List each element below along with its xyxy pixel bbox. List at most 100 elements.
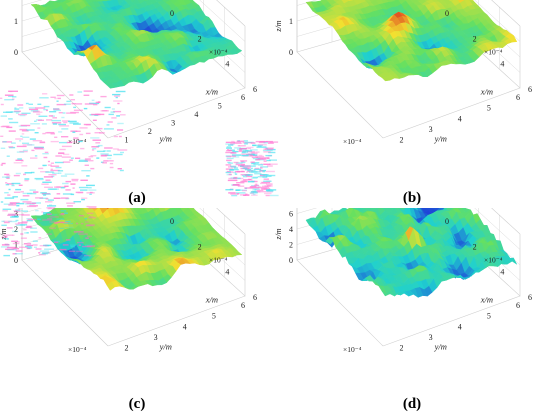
y-exponent-label: ×10⁻⁴ xyxy=(68,137,87,146)
x-tick-label: 2 xyxy=(198,34,202,43)
floor-edge-left xyxy=(296,259,384,347)
surface-mesh xyxy=(305,208,518,299)
x-exponent-label: ×10⁻⁴ xyxy=(484,256,503,265)
y-tick-label: 5 xyxy=(487,104,491,113)
z-tick-label: 1 xyxy=(289,17,293,26)
wall-grid-line xyxy=(296,0,521,42)
z-tick-label: 2 xyxy=(14,225,18,234)
y-tick-label: 2 xyxy=(400,136,404,145)
floor-edge-left xyxy=(21,51,109,139)
x-tick-label: 0 xyxy=(445,217,449,226)
y-axis-label: y/m xyxy=(434,342,447,352)
y-tick-label: 4 xyxy=(458,114,462,123)
x-tick-label: 2 xyxy=(198,242,202,251)
y-tick-label: 3 xyxy=(429,125,433,134)
z-tick-label: 4 xyxy=(289,225,293,234)
x-tick-label: 2 xyxy=(473,34,477,43)
x-tick-label: 0 xyxy=(170,9,174,18)
y-exponent-label: ×10⁻⁴ xyxy=(343,137,362,146)
top-edge xyxy=(216,0,246,27)
wall-grid-line xyxy=(21,208,246,250)
x-tick-label: 4 xyxy=(225,268,229,277)
x-exponent-label: ×10⁻⁴ xyxy=(209,48,228,57)
z-tick-label: 0 xyxy=(289,48,293,57)
floor-edge-front xyxy=(107,295,246,347)
floor-edge-left xyxy=(296,51,384,139)
y-tick-label: 6 xyxy=(516,301,520,310)
x-tick-label: 4 xyxy=(500,268,504,277)
x-axis-label: x/m xyxy=(480,295,493,305)
surface-mesh xyxy=(30,208,243,291)
wall-grid-line xyxy=(21,0,246,42)
z-tick-label: 6 xyxy=(289,210,293,219)
z-tick-label: 0 xyxy=(14,256,18,265)
caption-b: (b) xyxy=(402,190,422,206)
caption-c: (c) xyxy=(128,396,146,412)
top-edge xyxy=(216,208,246,235)
floor-edge-left xyxy=(21,259,109,347)
y-tick-label: 5 xyxy=(212,312,216,321)
y-tick-label: 2 xyxy=(400,344,404,353)
x-tick-label: 6 xyxy=(253,293,257,302)
y-tick-label: 4 xyxy=(194,110,198,119)
y-tick-label: 4 xyxy=(458,322,462,331)
x-tick-label: 4 xyxy=(225,60,229,69)
caption-a: (a) xyxy=(128,190,146,206)
z-tick-label: 0 xyxy=(289,256,293,265)
top-edge xyxy=(491,0,521,27)
x-tick-label: 0 xyxy=(170,217,174,226)
y-tick-label: 6 xyxy=(516,93,520,102)
top-edge xyxy=(491,208,521,235)
y-tick-label: 2 xyxy=(148,127,152,136)
floor-edge-front xyxy=(107,87,246,139)
y-exponent-label: ×10⁻⁴ xyxy=(343,345,362,354)
x-tick-label: 2 xyxy=(473,242,477,251)
y-tick-label: 1 xyxy=(125,136,129,145)
x-axis-label: x/m xyxy=(480,87,493,97)
y-tick-label: 3 xyxy=(429,333,433,342)
floor-edge-front xyxy=(382,87,521,139)
z-axis-label: z/m xyxy=(0,228,8,240)
floor-edge-front xyxy=(382,295,521,347)
wall-grid-line xyxy=(296,208,521,250)
y-axis-label: y/m xyxy=(434,134,447,144)
surface-facet xyxy=(106,281,116,291)
x-tick-label: 6 xyxy=(528,293,532,302)
y-axis-label: y/m xyxy=(159,134,172,144)
x-axis-label: x/m xyxy=(205,295,218,305)
surface-facet xyxy=(381,76,391,82)
y-tick-label: 3 xyxy=(171,119,175,128)
surface-facet xyxy=(106,82,116,89)
x-axis-label: x/m xyxy=(205,87,218,97)
z-tick-label: 1 xyxy=(14,17,18,26)
z-axis-label: z/m xyxy=(275,20,283,32)
z-tick-label: 0 xyxy=(14,48,18,57)
x-tick-label: 6 xyxy=(528,85,532,94)
z-tick-label: 3 xyxy=(14,210,18,219)
surface-mesh xyxy=(305,0,518,82)
caption-d: (d) xyxy=(402,396,422,412)
y-tick-label: 3 xyxy=(154,333,158,342)
x-tick-label: 4 xyxy=(500,60,504,69)
y-tick-label: 5 xyxy=(487,312,491,321)
z-tick-label: 1 xyxy=(14,241,18,250)
y-tick-label: 5 xyxy=(218,102,222,111)
x-exponent-label: ×10⁻⁴ xyxy=(484,48,503,57)
y-exponent-label: ×10⁻⁴ xyxy=(68,345,87,354)
y-tick-label: 6 xyxy=(241,301,245,310)
x-exponent-label: ×10⁻⁴ xyxy=(209,256,228,265)
y-tick-label: 6 xyxy=(241,93,245,102)
x-tick-label: 0 xyxy=(445,9,449,18)
z-tick-label: 2 xyxy=(289,241,293,250)
y-tick-label: 2 xyxy=(125,344,129,353)
y-axis-label: y/m xyxy=(159,342,172,352)
z-axis-label: z/m xyxy=(275,228,283,240)
